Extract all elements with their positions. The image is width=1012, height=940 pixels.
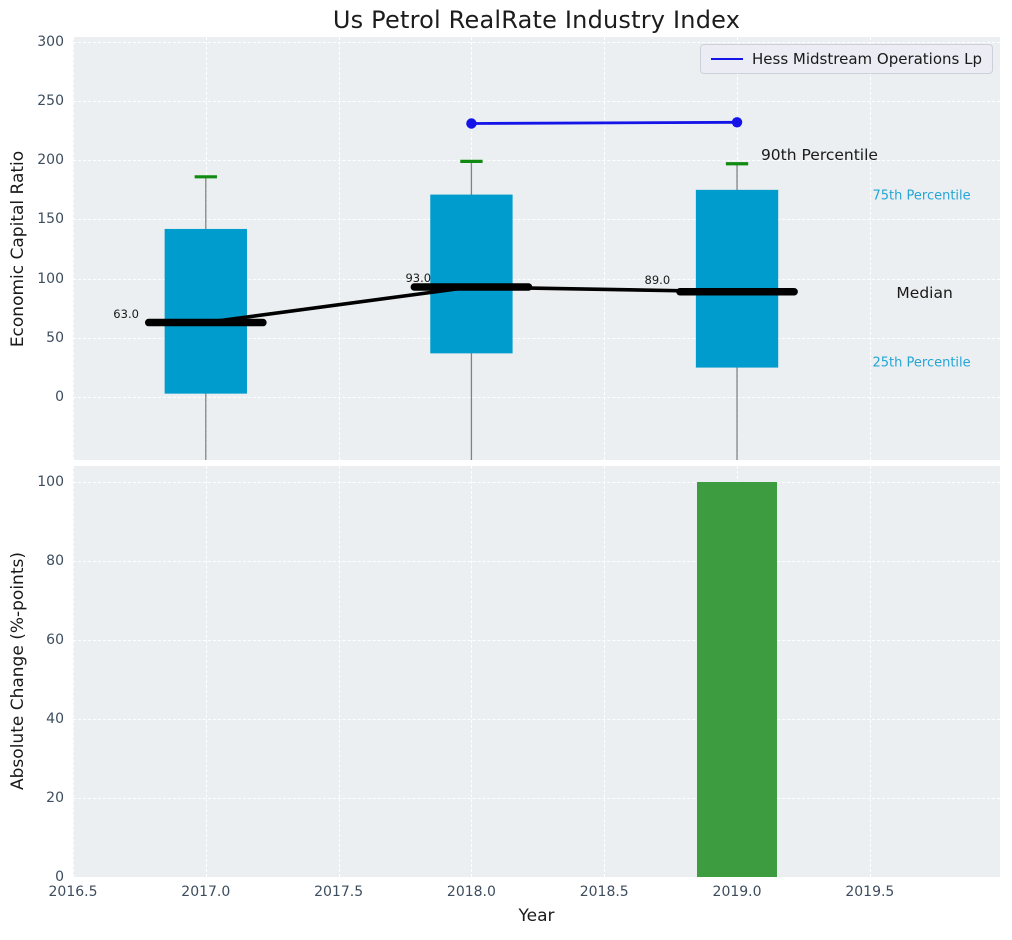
y-tick-label: 200 [37, 152, 64, 169]
y-axis-label-bottom: Absolute Change (%-points) [8, 552, 28, 790]
legend: Hess Midstream Operations Lp [700, 44, 993, 74]
y-tick-label: 100 [37, 473, 64, 490]
y-tick-label: 0 [55, 389, 64, 406]
annotation: 90th Percentile [760, 146, 878, 165]
x-tick-label: 2018.0 [446, 884, 496, 900]
series-marker [466, 118, 477, 129]
percentile-box [430, 194, 513, 354]
top-plot-area: Hess Midstream Operations Lp 0 50 100 150 20… [37, 34, 1000, 460]
median-value-label: 93.0 [405, 270, 432, 285]
y-tick-label: 250 [37, 92, 64, 109]
gridline-v [604, 37, 606, 460]
gridline-v [73, 466, 74, 877]
change-bar [697, 481, 777, 877]
legend-line-sample [711, 58, 744, 60]
y-tick-label: 40 [46, 710, 64, 727]
gridline-v [869, 466, 871, 877]
gridline-h [73, 278, 1000, 280]
gridline-v [604, 466, 606, 877]
x-tick-label: 2018.5 [579, 884, 629, 900]
gridline-h [73, 219, 1000, 221]
annotation: Median [896, 283, 953, 302]
y-tick-label: 60 [46, 631, 64, 648]
gridline-h [73, 100, 1000, 102]
x-axis-label: Year [518, 906, 555, 926]
series-marker [731, 117, 743, 128]
median-value-label: 89.0 [644, 272, 671, 287]
gridline-h [73, 560, 1000, 562]
legend-label: Hess Midstream Operations Lp [752, 50, 982, 68]
gridline-v [73, 37, 74, 460]
gridline-v [338, 37, 340, 460]
y-tick-label: 150 [37, 211, 64, 228]
x-tick-label: 2017.5 [314, 884, 364, 900]
percentile-box [695, 189, 779, 368]
series-line [471, 120, 738, 125]
median-value-label: 63.0 [113, 307, 139, 322]
y-tick-label: 80 [46, 552, 64, 569]
x-tick-label: 2017.0 [181, 884, 231, 900]
gridline-v [338, 466, 340, 877]
bottom-plot-area: 0 20 40 60 80 100 2016.5 2017.0 2017.5 2018.0 2018… [37, 466, 1000, 900]
x-tick-label: 2019.5 [845, 884, 895, 900]
percentile-box [164, 228, 247, 394]
y-tick-label: 100 [37, 270, 64, 287]
gridline-h [73, 41, 1000, 43]
y-tick-label: 20 [46, 789, 64, 806]
gridline-v [471, 466, 473, 877]
y-tick-label: 0 [55, 869, 64, 885]
gridline-h [73, 337, 1000, 339]
gridline-v [869, 37, 871, 460]
x-tick-label: 2016.5 [48, 884, 98, 900]
y-axis-label-top: Economic Capital Ratio [8, 150, 28, 348]
annotation: 25th Percentile [872, 355, 971, 371]
gridline-h [73, 797, 1000, 799]
gridline-h [73, 397, 1000, 399]
y-tick-label: 50 [46, 329, 64, 346]
annotation: 75th Percentile [872, 188, 971, 204]
gridline-v [205, 466, 207, 877]
x-tick-label: 2019.0 [712, 884, 762, 900]
gridline-h [73, 877, 1000, 878]
y-tick-label: 300 [37, 33, 64, 50]
top-plot-overlay [144, 117, 798, 460]
chart-title: Us Petrol RealRate Industry Index [332, 6, 741, 34]
gridline-h [73, 481, 1000, 483]
gridline-h [73, 718, 1000, 720]
gridline-h [73, 160, 1000, 162]
gridline-h [73, 639, 1000, 641]
